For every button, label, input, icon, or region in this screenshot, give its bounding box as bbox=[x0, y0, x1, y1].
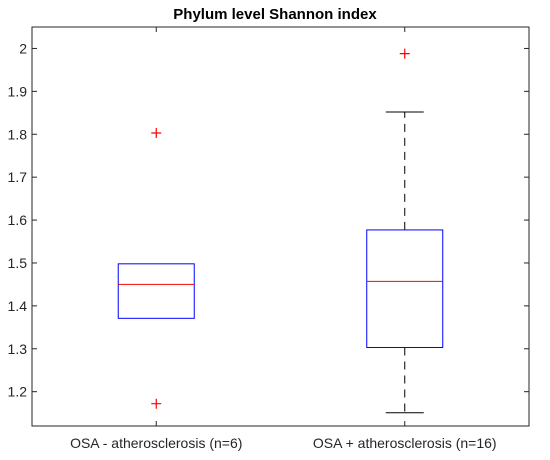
y-tick-label: 1.5 bbox=[8, 255, 28, 271]
y-tick-label: 2 bbox=[19, 40, 27, 56]
outlier-marker bbox=[151, 127, 162, 138]
outlier-marker bbox=[151, 398, 162, 409]
box bbox=[366, 229, 444, 348]
y-tick-label: 1.7 bbox=[8, 169, 28, 185]
y-tick-label: 1.4 bbox=[8, 298, 28, 314]
y-tick-label: 1.2 bbox=[8, 384, 28, 400]
box bbox=[117, 263, 195, 319]
y-tick-label: 1.6 bbox=[8, 212, 28, 228]
y-tick-label: 1.9 bbox=[8, 83, 28, 99]
axes-frame bbox=[31, 26, 530, 427]
x-tick-label: OSA + atherosclerosis (n=16) bbox=[313, 435, 497, 451]
x-tick-label: OSA - atherosclerosis (n=6) bbox=[70, 435, 242, 451]
y-tick-label: 1.3 bbox=[8, 341, 28, 357]
y-tick-label: 1.8 bbox=[8, 126, 28, 142]
outlier-marker bbox=[399, 48, 410, 59]
chart-title: Phylum level Shannon index bbox=[173, 6, 377, 23]
